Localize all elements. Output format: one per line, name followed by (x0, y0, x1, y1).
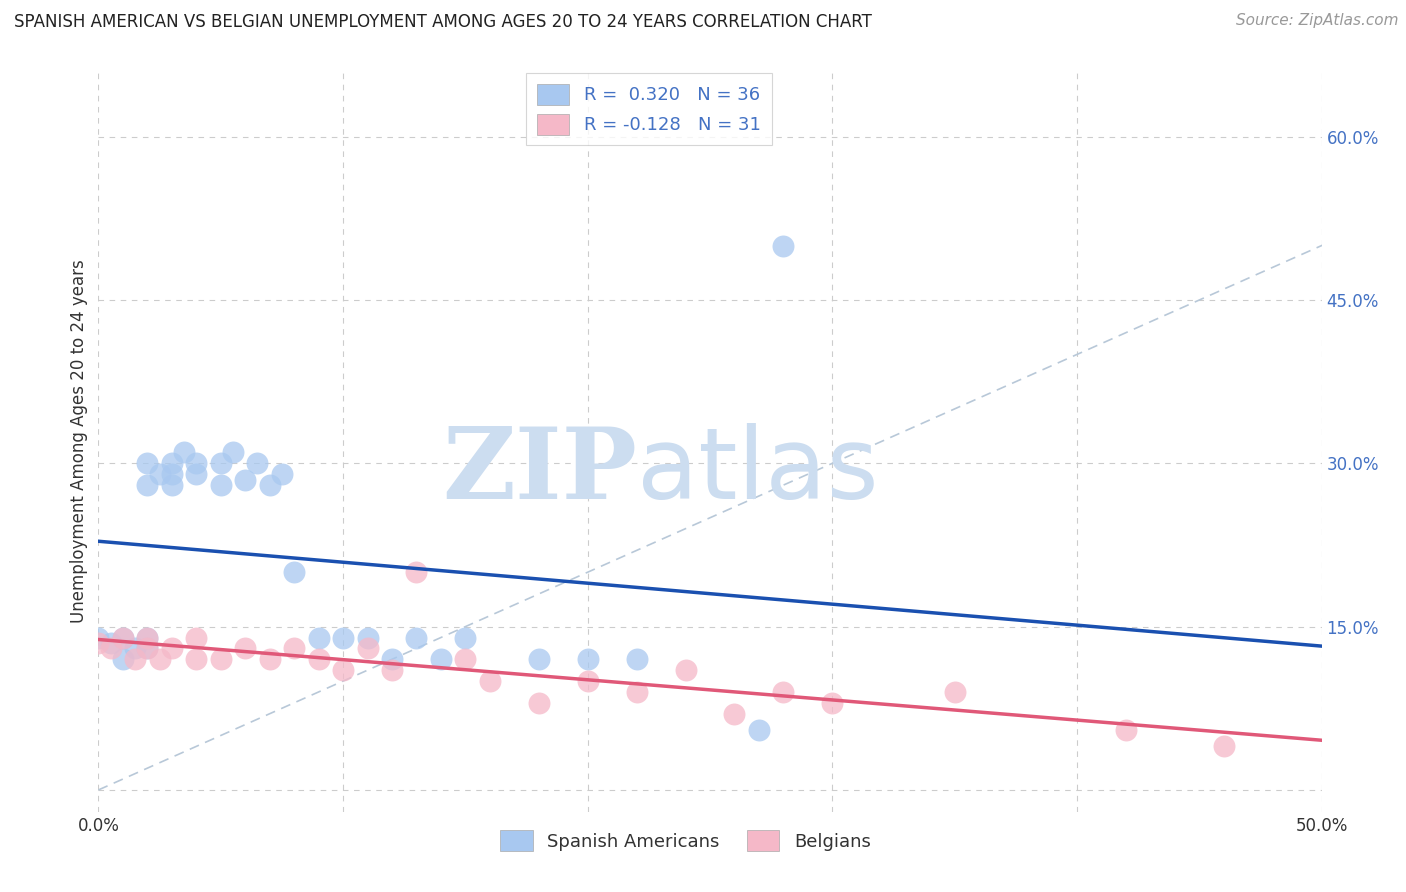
Point (100, 636, 122, 650)
Point (283, 641, 305, 656)
Point (356, 631, 378, 645)
Point (209, 456, 232, 470)
Point (160, 478, 183, 492)
Point (124, 641, 146, 656)
Point (136, 631, 159, 645)
Text: Source: ZipAtlas.com: Source: ZipAtlas.com (1236, 13, 1399, 29)
Point (111, 631, 134, 645)
Point (576, 652, 599, 666)
Point (283, 565, 305, 579)
Point (136, 641, 159, 656)
Point (222, 445, 245, 459)
Point (332, 631, 354, 645)
Point (772, 685, 794, 699)
Point (186, 456, 208, 470)
Point (332, 663, 354, 677)
Point (111, 652, 134, 666)
Legend: Spanish Americans, Belgians: Spanish Americans, Belgians (494, 823, 877, 858)
Point (233, 473, 256, 487)
Point (270, 467, 294, 482)
Point (405, 631, 427, 645)
Point (1212, 739, 1234, 754)
Point (1115, 723, 1137, 737)
Point (259, 478, 281, 492)
Point (772, 238, 794, 252)
Point (186, 467, 208, 482)
Point (381, 652, 404, 666)
Point (723, 706, 745, 721)
Point (626, 652, 648, 666)
Point (87, 631, 110, 645)
Point (308, 652, 330, 666)
Point (943, 685, 966, 699)
Text: atlas: atlas (637, 423, 879, 520)
Point (136, 456, 159, 470)
Point (381, 663, 404, 677)
Point (748, 723, 770, 737)
Point (576, 674, 599, 689)
Point (233, 641, 256, 656)
Point (209, 652, 232, 666)
Point (821, 696, 844, 710)
Point (149, 467, 172, 482)
Point (626, 685, 648, 699)
Point (136, 641, 159, 656)
Point (246, 456, 269, 470)
Y-axis label: Unemployment Among Ages 20 to 24 years: Unemployment Among Ages 20 to 24 years (70, 260, 89, 624)
Point (527, 696, 550, 710)
Point (527, 652, 550, 666)
Point (675, 663, 697, 677)
Point (478, 674, 501, 689)
Point (100, 641, 122, 656)
Point (160, 641, 183, 656)
Point (136, 631, 159, 645)
Point (173, 445, 195, 459)
Point (160, 467, 183, 482)
Point (405, 565, 427, 579)
Point (259, 652, 281, 666)
Point (136, 478, 159, 492)
Point (87, 636, 110, 650)
Point (124, 652, 146, 666)
Point (111, 631, 134, 645)
Point (160, 456, 183, 470)
Point (186, 652, 208, 666)
Text: ZIP: ZIP (441, 423, 637, 520)
Text: SPANISH AMERICAN VS BELGIAN UNEMPLOYMENT AMONG AGES 20 TO 24 YEARS CORRELATION C: SPANISH AMERICAN VS BELGIAN UNEMPLOYMENT… (14, 13, 872, 31)
Point (149, 652, 172, 666)
Point (454, 631, 477, 645)
Point (186, 631, 208, 645)
Point (454, 652, 477, 666)
Point (356, 641, 378, 656)
Point (209, 478, 232, 492)
Point (308, 631, 330, 645)
Point (430, 652, 453, 666)
